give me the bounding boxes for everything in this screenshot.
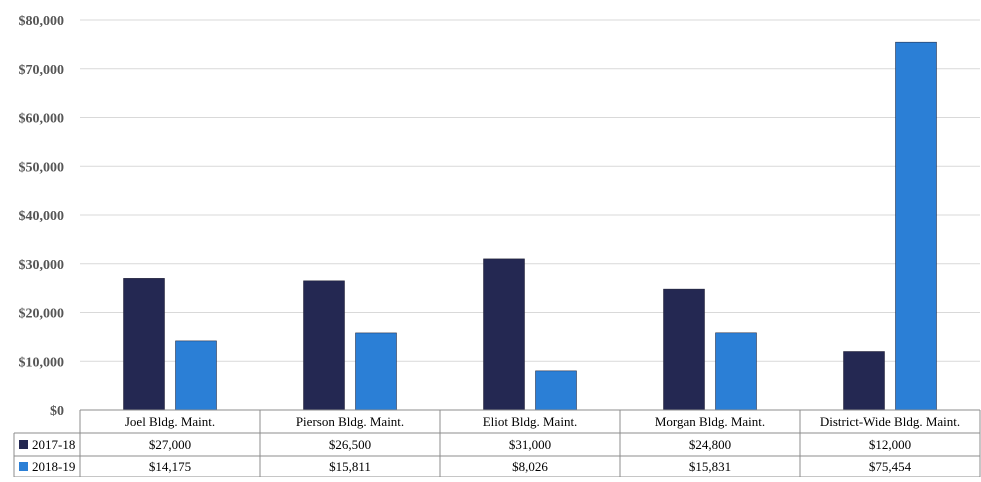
data-label: $27,000 [149, 437, 191, 452]
data-label: $26,500 [329, 437, 371, 452]
bar [355, 332, 397, 411]
legend-swatch [19, 440, 28, 449]
legend-label: 2018-19 [32, 459, 75, 474]
bar [175, 340, 217, 411]
data-label: $15,811 [329, 459, 371, 474]
y-tick-label: $50,000 [19, 160, 65, 175]
bar [663, 288, 705, 411]
data-label: $75,454 [869, 459, 912, 474]
bar [535, 370, 577, 411]
y-tick-label: $20,000 [19, 307, 65, 322]
category-label: Pierson Bldg. Maint. [296, 414, 404, 429]
bar [123, 278, 165, 411]
bar [303, 280, 345, 411]
y-tick-label: $40,000 [19, 209, 65, 224]
bar [895, 41, 937, 411]
category-label: Eliot Bldg. Maint. [483, 414, 578, 429]
category-label: Joel Bldg. Maint. [125, 414, 215, 429]
data-label: $8,026 [512, 459, 548, 474]
bar [483, 258, 525, 411]
data-label: $12,000 [869, 437, 911, 452]
data-label: $15,831 [689, 459, 731, 474]
category-label: Morgan Bldg. Maint. [655, 414, 765, 429]
bar [715, 332, 757, 411]
legend-swatch [19, 462, 28, 471]
y-tick-label: $0 [50, 404, 64, 419]
y-tick-label: $70,000 [19, 63, 65, 78]
y-tick-label: $30,000 [19, 258, 65, 273]
y-tick-label: $10,000 [19, 355, 65, 370]
legend-label: 2017-18 [32, 437, 75, 452]
data-label: $24,800 [689, 437, 731, 452]
category-label: District-Wide Bldg. Maint. [820, 414, 960, 429]
data-label: $14,175 [149, 459, 191, 474]
bar [843, 351, 885, 411]
y-tick-label: $80,000 [19, 14, 65, 29]
y-tick-label: $60,000 [19, 112, 65, 127]
data-label: $31,000 [509, 437, 551, 452]
